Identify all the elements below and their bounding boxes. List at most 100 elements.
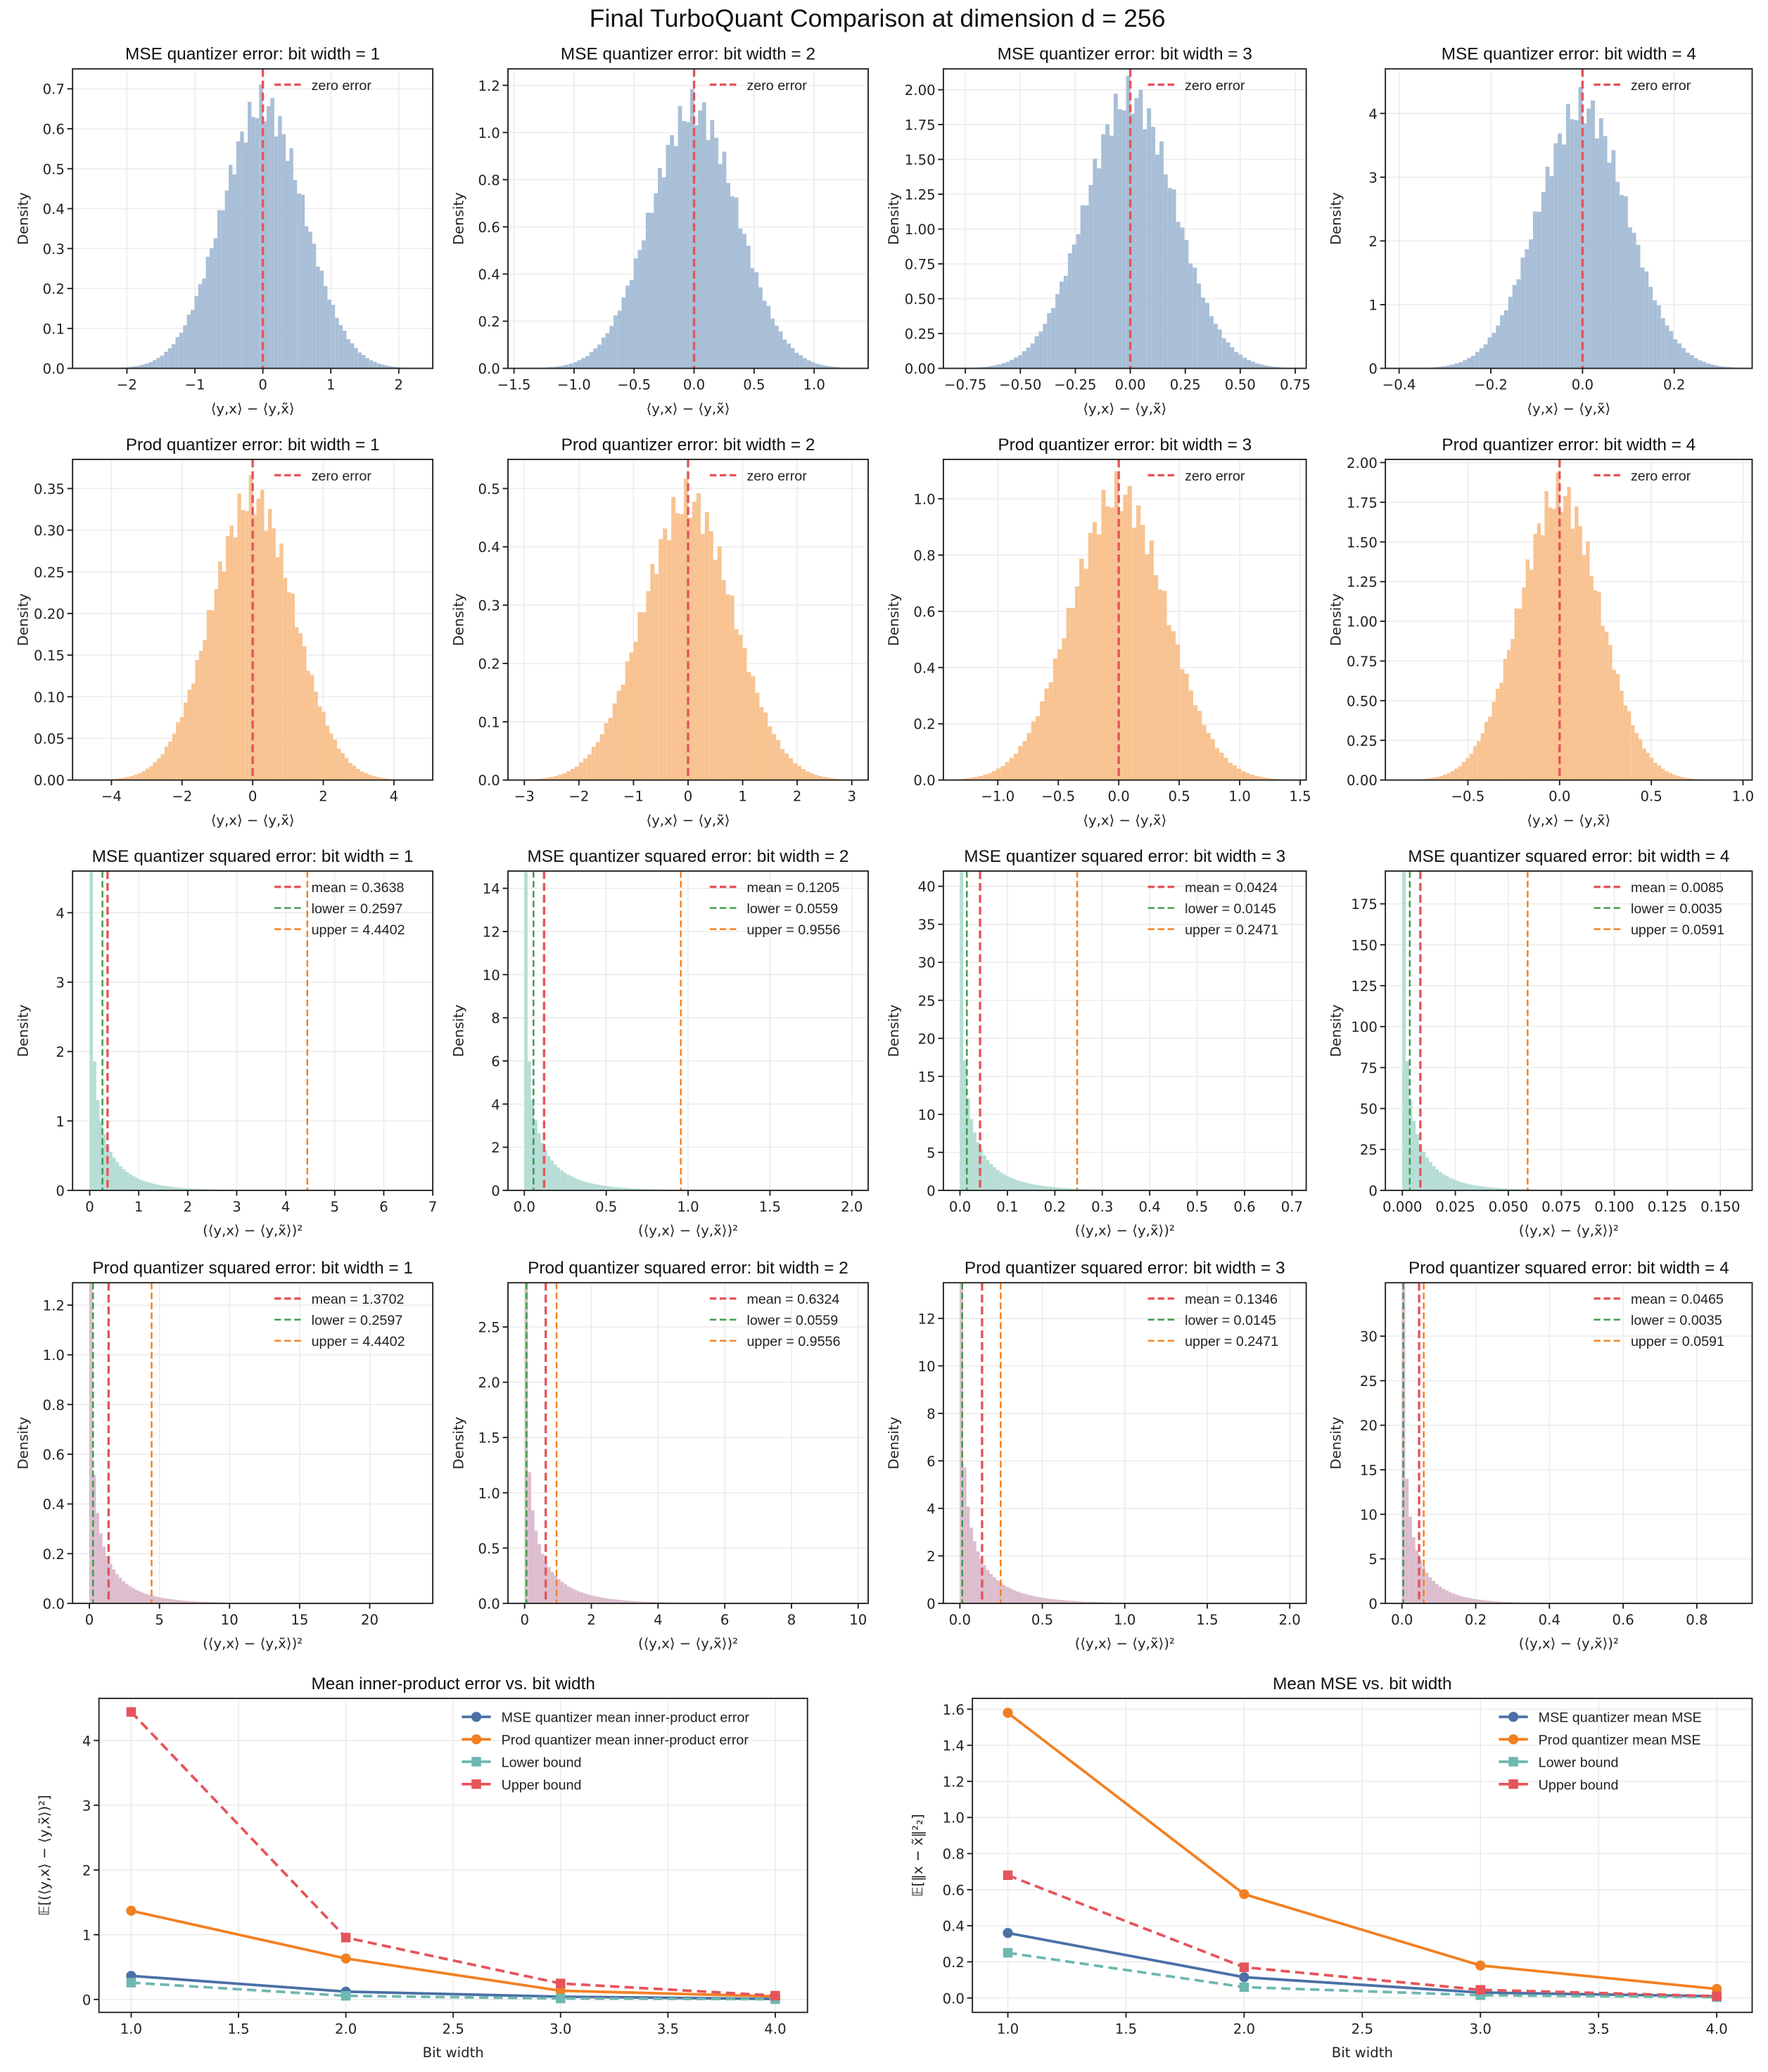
histogram-bar: [272, 528, 276, 780]
histogram-bar: [1558, 133, 1563, 369]
histogram-bar: [148, 362, 153, 369]
legend-label: upper = 4.4402: [312, 1334, 405, 1349]
y-tick-label: 8: [491, 1010, 500, 1027]
histogram-bar: [581, 357, 585, 369]
histogram-bar: [557, 366, 561, 369]
histogram-bar: [1432, 1581, 1436, 1603]
histogram-bar: [1506, 649, 1511, 780]
histogram-bar: [534, 1530, 538, 1603]
histogram-bar: [1499, 1188, 1502, 1190]
histogram-bar: [592, 1183, 597, 1190]
histogram-bar: [152, 360, 157, 369]
histogram-bar: [314, 692, 318, 780]
histogram-bar: [1402, 871, 1406, 1190]
histogram-bar: [1127, 485, 1132, 780]
y-axis-label: Density: [1328, 192, 1344, 245]
histogram-bar: [181, 1188, 184, 1190]
axes-frame: [507, 1282, 869, 1604]
y-tick-label: 0.25: [34, 564, 65, 580]
histogram-bar: [1489, 1187, 1492, 1190]
histogram-bar: [155, 1184, 158, 1190]
histogram-bar: [755, 692, 760, 780]
x-tick-label: 4.0: [764, 2021, 786, 2037]
histogram-bar: [364, 773, 368, 780]
histogram-bar: [1126, 75, 1131, 369]
histogram-bar: [1648, 286, 1653, 369]
subplot-17: MSE quantizer mean inner-product error Pr…: [36, 1674, 808, 2061]
histogram-bar: [1038, 1186, 1043, 1190]
y-axis-label: Density: [450, 192, 466, 245]
histogram-bar: [1432, 1166, 1436, 1190]
histogram-bar: [698, 110, 702, 369]
histogram-bar: [1247, 360, 1252, 369]
histogram-bar: [524, 871, 528, 1190]
histogram-bar: [772, 734, 777, 780]
histogram-bar: [191, 1188, 194, 1190]
y-tick-label: 20: [1360, 1418, 1378, 1434]
histogram-bar: [1499, 682, 1503, 780]
histogram-bar: [1562, 144, 1566, 369]
histogram-bar: [1005, 1176, 1010, 1190]
histogram-bar: [670, 135, 674, 369]
data-point: [1003, 1947, 1013, 1958]
histogram-bar: [264, 530, 268, 780]
histogram-bar: [1665, 325, 1670, 369]
histogram-bar: [782, 339, 787, 369]
histogram-bar: [1608, 644, 1613, 780]
x-tick-label: 8: [787, 1612, 796, 1628]
histogram-bar: [701, 102, 706, 369]
y-tick-label: 0: [1368, 361, 1378, 377]
histogram-bar: [1508, 1188, 1513, 1190]
histogram-bar: [580, 1180, 583, 1190]
histogram-bar: [1501, 1601, 1506, 1603]
histogram-bar: [164, 746, 169, 780]
histogram-bar: [1038, 1597, 1043, 1603]
y-tick-label: 1.2: [478, 78, 500, 94]
x-tick-label: 20: [361, 1612, 379, 1628]
x-axis-label: (⟨y,x⟩ − ⟨y,x̃⟩)²: [1519, 1223, 1619, 1239]
histogram-bar: [560, 1582, 564, 1603]
histogram-bar: [714, 137, 718, 369]
histogram-bar: [1597, 592, 1601, 780]
x-tick-label: 3.0: [549, 2021, 571, 2037]
histogram-bar: [300, 194, 305, 369]
histogram-bar: [1167, 188, 1172, 369]
histogram-bar: [1085, 1601, 1088, 1603]
histogram-bar: [1001, 363, 1006, 369]
histogram-bar: [1492, 1601, 1496, 1603]
x-tick-label: 0.5: [1031, 1612, 1053, 1628]
x-tick-label: 0.6: [1233, 1199, 1255, 1215]
histogram-bar: [1495, 689, 1500, 780]
y-tick-label: 0.2: [478, 314, 500, 330]
x-tick-label: 0.3: [1091, 1199, 1113, 1215]
histogram-bar: [1693, 358, 1698, 369]
histogram-bar: [1055, 1599, 1059, 1603]
histogram-bar: [1158, 590, 1163, 780]
histogram-bar: [229, 525, 234, 780]
histogram-bar: [606, 1186, 610, 1190]
histogram-bar: [1418, 1144, 1423, 1190]
histogram-bar: [1537, 211, 1541, 369]
y-tick-label: 50: [1360, 1101, 1378, 1117]
x-tick-label: 4: [281, 1199, 291, 1215]
y-tick-label: 10: [1360, 1507, 1378, 1523]
histogram-bar: [1162, 591, 1167, 780]
histogram-bar: [122, 777, 127, 780]
histogram-bar: [1679, 777, 1684, 780]
histogram-bar: [1083, 568, 1088, 780]
y-tick-label: 1: [82, 1927, 91, 1943]
histogram-bar: [112, 1569, 116, 1603]
x-tick-label: 0.5: [1186, 1199, 1208, 1215]
histogram-bar: [793, 763, 798, 780]
histogram-bar: [331, 305, 336, 369]
histogram-bar: [1025, 1183, 1029, 1190]
x-tick-label: 0.6: [1612, 1612, 1634, 1628]
y-tick-label: 25: [918, 993, 936, 1009]
histogram-bar: [648, 1601, 652, 1603]
histogram-bar: [979, 775, 984, 780]
histogram-bar: [1578, 87, 1583, 369]
histogram-bar: [1450, 364, 1455, 369]
histogram-bar: [1202, 725, 1207, 780]
histogram-bar: [174, 1187, 178, 1190]
data-point: [341, 1953, 351, 1964]
